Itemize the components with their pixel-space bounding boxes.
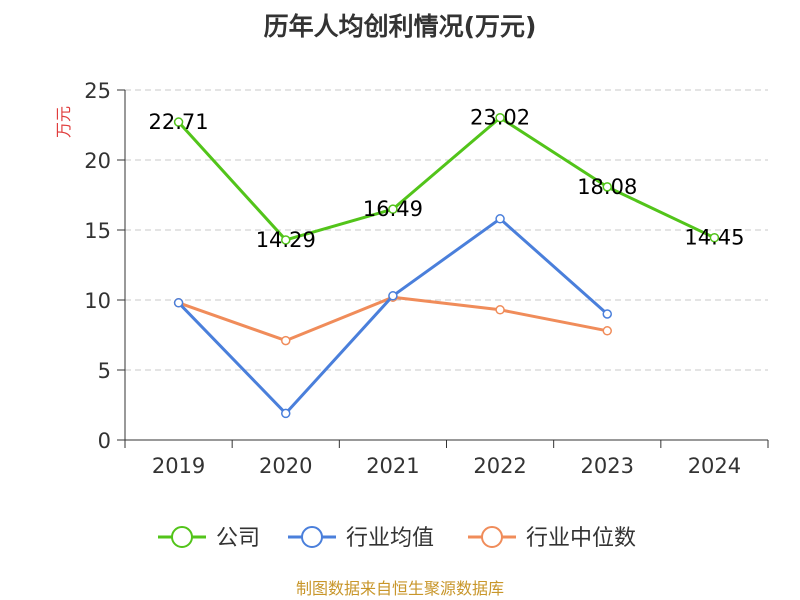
data-point [495, 214, 505, 224]
data-point [495, 112, 505, 123]
chart-title: 历年人均创利情况(万元) [264, 12, 537, 41]
legend-label: 公司 [216, 526, 260, 551]
source-note: 制图数据来自恒生聚源数据库 [296, 579, 504, 598]
data-point [388, 204, 398, 214]
legend-label: 行业均值 [346, 526, 434, 551]
series-layer [173, 112, 720, 419]
x-tick-label: 2021 [366, 454, 419, 478]
legend: 公司 行业均值 行业中位数 [158, 526, 636, 551]
axes: 0 5 10 15 20 25 2019 2020 2021 2022 2023 2024 [84, 79, 769, 478]
data-label: 16.49 [363, 197, 423, 221]
data-point [173, 298, 184, 308]
y-tick-label: 10 [84, 289, 111, 313]
data-label: 14.45 [684, 226, 744, 250]
data-point [388, 291, 398, 301]
gridlines [125, 89, 768, 371]
x-tick-label: 2023 [581, 454, 634, 478]
data-point [602, 309, 612, 319]
data-label: 23.02 [470, 106, 530, 130]
y-tick-label: 20 [84, 149, 111, 173]
legend-swatch-marker [481, 526, 503, 548]
y-tick-label: 25 [84, 79, 111, 103]
legend-swatch-marker [301, 526, 323, 548]
x-tick-label: 2019 [152, 454, 205, 478]
legend-label: 行业中位数 [526, 526, 636, 551]
legend-swatch-marker [171, 526, 193, 548]
data-labels: 22.71 14.29 16.49 23.02 18.08 14.45 [149, 106, 745, 252]
series-line-1 [177, 217, 609, 415]
data-label: 18.08 [577, 175, 637, 199]
series-line-0 [177, 116, 716, 242]
y-tick-label: 0 [98, 429, 111, 453]
x-tick-label: 2024 [688, 454, 741, 478]
data-label: 22.71 [149, 110, 209, 134]
y-axis-label: 万元 [54, 106, 73, 138]
y-tick-label: 5 [98, 359, 111, 383]
data-point [495, 305, 505, 315]
y-tick-label: 15 [84, 219, 111, 243]
data-point [281, 408, 291, 419]
data-point [173, 117, 184, 127]
data-point [602, 326, 612, 336]
data-point [602, 182, 612, 192]
series-line-2 [178, 295, 608, 343]
x-tick-label: 2022 [473, 454, 526, 478]
data-label: 14.29 [256, 228, 316, 252]
data-point [709, 232, 720, 243]
x-tick-label: 2020 [259, 454, 312, 478]
data-point [281, 335, 291, 346]
data-point [281, 235, 291, 245]
